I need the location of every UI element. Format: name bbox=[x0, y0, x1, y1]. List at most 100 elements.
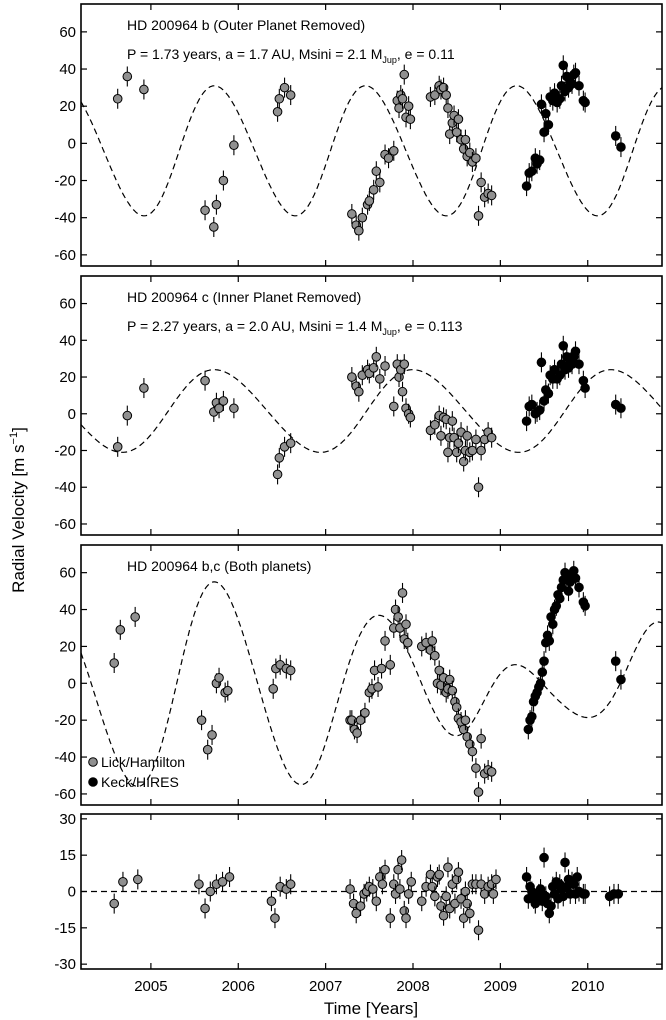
data-point-keck-hires bbox=[555, 594, 564, 603]
y-tick-label: 20 bbox=[59, 638, 76, 655]
data-point-lick-hamilton bbox=[197, 716, 206, 725]
data-point-lick-hamilton bbox=[384, 154, 393, 163]
data-point-lick-hamilton bbox=[372, 897, 381, 906]
data-point-lick-hamilton bbox=[487, 191, 496, 200]
model-curve bbox=[81, 86, 662, 216]
data-point-keck-hires bbox=[545, 637, 554, 646]
eccentricity: , e = 0.11 bbox=[397, 46, 455, 62]
mass-unit-subscript: Jup bbox=[382, 327, 397, 337]
data-point-lick-hamilton bbox=[113, 94, 122, 103]
data-point-lick-hamilton bbox=[376, 178, 385, 187]
data-point-keck-hires bbox=[611, 657, 620, 666]
y-tick-label: -60 bbox=[54, 516, 76, 533]
data-point-keck-hires bbox=[561, 858, 570, 867]
y-axis-title-exponent: −1 bbox=[8, 432, 20, 445]
y-tick-label: -20 bbox=[54, 173, 76, 190]
data-point-keck-hires bbox=[536, 679, 545, 688]
data-point-lick-hamilton bbox=[474, 212, 483, 221]
legend-marker bbox=[89, 758, 98, 767]
data-point-keck-hires bbox=[614, 890, 623, 899]
y-tick-label: -20 bbox=[54, 443, 76, 460]
data-point-lick-hamilton bbox=[230, 404, 239, 413]
data-point-lick-hamilton bbox=[454, 868, 463, 877]
data-point-lick-hamilton bbox=[439, 911, 448, 920]
data-point-lick-hamilton bbox=[487, 433, 496, 442]
orbital-parameters-main: P = 1.73 years, a = 1.7 AU, Msini = 2.1 … bbox=[127, 46, 382, 62]
data-point-lick-hamilton bbox=[195, 880, 204, 889]
y-tick-label: 20 bbox=[59, 369, 76, 386]
data-point-lick-hamilton bbox=[472, 154, 481, 163]
data-point-lick-hamilton bbox=[406, 413, 415, 422]
panel-inner-planet-removed: -60-40-200204060 HD 200964 c (Inner Plane… bbox=[54, 276, 662, 535]
data-point-keck-hires bbox=[548, 620, 557, 629]
data-point-lick-hamilton bbox=[110, 659, 119, 668]
y-tick-label: 60 bbox=[59, 24, 76, 41]
data-point-lick-hamilton bbox=[452, 703, 461, 712]
data-point-keck-hires bbox=[522, 417, 531, 426]
data-point-lick-hamilton bbox=[461, 716, 470, 725]
data-point-lick-hamilton bbox=[463, 432, 472, 441]
data-point-keck-hires bbox=[538, 668, 547, 677]
data-point-lick-hamilton bbox=[431, 420, 440, 429]
data-point-lick-hamilton bbox=[477, 178, 486, 187]
legend: Lick/Hamilton Keck/HIRES bbox=[89, 754, 185, 790]
data-point-lick-hamilton bbox=[406, 115, 415, 124]
data-point-lick-hamilton bbox=[206, 887, 215, 896]
data-point-keck-hires bbox=[581, 384, 590, 393]
data-point-keck-hires bbox=[575, 360, 584, 369]
panel-title: HD 200964 b (Outer Planet Removed) bbox=[127, 17, 365, 33]
data-point-keck-hires bbox=[535, 156, 544, 165]
data-point-lick-hamilton bbox=[461, 135, 470, 144]
panel-outer-planet-removed: -60 -40 -20 0 20 40 60 HD 200964 b (Outer Plane… bbox=[54, 4, 662, 266]
data-point-lick-hamilton bbox=[431, 892, 440, 901]
data-point-lick-hamilton bbox=[219, 176, 228, 185]
data-point-keck-hires bbox=[540, 853, 549, 862]
data-point-lick-hamilton bbox=[280, 83, 289, 92]
data-point-lick-hamilton bbox=[472, 764, 481, 773]
y-tick-label: 40 bbox=[59, 61, 76, 78]
data-point-lick-hamilton bbox=[275, 94, 284, 103]
y-tick-label: -30 bbox=[54, 956, 76, 973]
x-tick-label: 2008 bbox=[396, 978, 429, 995]
data-point-lick-hamilton bbox=[396, 885, 405, 894]
data-point-lick-hamilton bbox=[119, 878, 128, 887]
data-point-lick-hamilton bbox=[472, 435, 481, 444]
mass-unit-subscript: Jup bbox=[382, 55, 397, 65]
data-point-lick-hamilton bbox=[140, 85, 149, 94]
model-curve bbox=[81, 370, 662, 453]
data-point-keck-hires bbox=[555, 94, 564, 103]
data-point-lick-hamilton bbox=[348, 210, 357, 219]
x-tick-label: 2009 bbox=[484, 978, 517, 995]
data-point-lick-hamilton bbox=[454, 115, 463, 124]
y-tick-label: 40 bbox=[59, 602, 76, 619]
data-point-lick-hamilton bbox=[461, 887, 470, 896]
data-point-keck-hires bbox=[540, 657, 549, 666]
legend-marker bbox=[89, 778, 98, 787]
y-axis-title-main: Radial Velocity [m s bbox=[9, 444, 28, 592]
data-point-lick-hamilton bbox=[381, 865, 390, 874]
orbital-parameters: P = 2.27 years, a = 2.0 AU, Msini = 1.4 … bbox=[127, 318, 463, 337]
data-point-lick-hamilton bbox=[208, 731, 217, 740]
data-point-lick-hamilton bbox=[219, 397, 228, 406]
data-point-lick-hamilton bbox=[489, 890, 498, 899]
data-point-lick-hamilton bbox=[402, 914, 411, 923]
y-tick-label: 30 bbox=[59, 811, 76, 828]
data-point-lick-hamilton bbox=[381, 637, 390, 646]
data-point-keck-hires bbox=[537, 100, 546, 109]
data-point-lick-hamilton bbox=[465, 909, 474, 918]
data-point-lick-hamilton bbox=[376, 375, 385, 384]
data-point-lick-hamilton bbox=[269, 685, 278, 694]
data-point-lick-hamilton bbox=[459, 457, 468, 466]
data-point-lick-hamilton bbox=[273, 470, 282, 479]
data-point-lick-hamilton bbox=[372, 353, 381, 362]
data-point-keck-hires bbox=[581, 602, 590, 611]
data-point-lick-hamilton bbox=[428, 637, 437, 646]
data-point-keck-hires bbox=[528, 712, 537, 721]
data-point-lick-hamilton bbox=[201, 206, 210, 215]
data-point-keck-hires bbox=[617, 675, 626, 684]
y-tick-label: -20 bbox=[54, 712, 76, 729]
data-point-lick-hamilton bbox=[212, 200, 221, 209]
data-point-lick-hamilton bbox=[398, 94, 407, 103]
data-point-lick-hamilton bbox=[378, 880, 387, 889]
panel-both-planets: -60-40-200204060 HD 200964 b,c (Both plan… bbox=[54, 545, 662, 805]
